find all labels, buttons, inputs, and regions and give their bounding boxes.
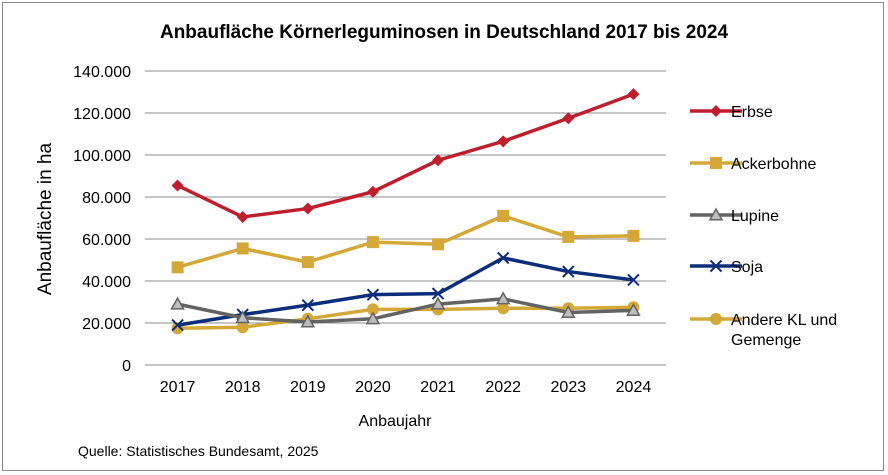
data-point	[365, 311, 381, 325]
data-point	[497, 209, 510, 222]
series-lupine	[170, 291, 641, 328]
chart-title: Anbaufläche Körnerleguminosen in Deutsch…	[159, 22, 729, 43]
data-point	[366, 236, 379, 249]
data-point	[236, 321, 249, 334]
y-tick-label: 20.000	[82, 316, 131, 333]
data-point	[431, 287, 445, 300]
data-point	[627, 88, 640, 101]
data-point	[709, 259, 723, 273]
y-tick-label: 80.000	[82, 190, 131, 207]
data-point-stroke	[627, 273, 640, 287]
data-point	[236, 210, 249, 223]
legend-label: Andere KL und Gemenge	[731, 312, 837, 349]
data-point	[171, 318, 184, 332]
x-tick-label: 2020	[355, 379, 391, 396]
legend-label: Ackerbohne	[731, 156, 816, 173]
series-ackerbohne	[171, 209, 640, 274]
data-point	[301, 298, 315, 312]
data-point	[496, 251, 510, 265]
legend-label-line: Gemenge	[731, 332, 801, 349]
legend-label: Soja	[731, 259, 763, 276]
data-point-stroke	[562, 265, 575, 278]
x-tick-label: 2022	[485, 379, 521, 396]
series-line	[176, 92, 635, 219]
x-tick-label: 2018	[225, 379, 261, 396]
data-point	[366, 303, 379, 316]
data-point	[562, 112, 575, 125]
data-point	[710, 313, 722, 325]
series-group	[170, 88, 641, 335]
data-point	[432, 238, 445, 251]
data-point	[430, 296, 446, 310]
data-point-stroke	[301, 298, 315, 312]
data-point	[562, 230, 575, 243]
series-line	[177, 256, 634, 327]
data-point	[497, 135, 510, 148]
data-point-stroke	[496, 251, 510, 265]
data-point	[627, 229, 640, 242]
source-note: Quelle: Statistisches Bundesamt, 2025	[78, 443, 319, 459]
series-line	[177, 297, 634, 324]
x-tick-label: 2024	[616, 379, 652, 396]
data-point	[627, 273, 640, 287]
data-point	[562, 265, 575, 278]
y-tick-label: 0	[122, 358, 131, 375]
legend-label: Erbse	[731, 104, 773, 121]
data-point	[171, 179, 184, 192]
data-point	[495, 291, 511, 305]
legend-item: Ackerbohne	[690, 156, 816, 173]
x-tick-label: 2021	[420, 379, 456, 396]
legend-item: Erbse	[690, 104, 773, 121]
data-point	[497, 302, 510, 315]
y-tick-label: 100.000	[73, 148, 131, 165]
legend-item: Soja	[690, 259, 763, 276]
y-tick-label: 140.000	[73, 64, 131, 81]
data-point	[432, 154, 445, 167]
data-point	[171, 261, 184, 274]
data-point	[236, 242, 249, 255]
legend-item: Andere KL und Gemenge	[690, 312, 837, 349]
data-point	[710, 105, 722, 117]
legend-label-line: Andere KL und	[731, 312, 837, 329]
legend-item: Lupine	[690, 207, 779, 225]
data-point	[561, 304, 576, 319]
x-axis-label: Anbaujahr	[359, 413, 433, 430]
data-point	[626, 302, 641, 316]
y-axis-label: Anbaufläche in ha	[35, 143, 56, 296]
series-line	[177, 214, 634, 270]
grid-lines	[145, 70, 666, 366]
data-point-stroke	[171, 318, 184, 332]
data-point-stroke	[366, 288, 380, 301]
y-axis-ticks: 0 20.000 40.000 60.000 80.000 100.000 120.000 1…	[73, 64, 131, 375]
data-point	[170, 296, 185, 310]
data-point-stroke	[709, 259, 723, 273]
y-tick-label: 40.000	[82, 274, 131, 291]
data-point	[708, 207, 724, 221]
series-erbse	[171, 88, 640, 223]
y-tick-label: 120.000	[73, 106, 131, 123]
data-point	[366, 185, 379, 198]
x-tick-label: 2023	[551, 379, 587, 396]
x-tick-label: 2017	[160, 379, 196, 396]
data-point	[301, 202, 314, 215]
data-point-stroke	[431, 287, 445, 300]
data-point	[235, 310, 250, 324]
data-point	[301, 256, 314, 269]
y-tick-label: 60.000	[82, 232, 131, 249]
x-axis-ticks: 2017 2018 2019 2020 2021 2022 2023 2024	[160, 379, 652, 396]
x-tick-label: 2019	[290, 379, 326, 396]
series-line	[177, 305, 634, 330]
data-point	[710, 157, 722, 169]
data-point	[366, 288, 380, 301]
legend-label: Lupine	[731, 208, 779, 225]
legend: Erbse Ackerbohne Lupine Soja Andere KL und Ge…	[690, 104, 837, 349]
data-point	[300, 314, 316, 328]
